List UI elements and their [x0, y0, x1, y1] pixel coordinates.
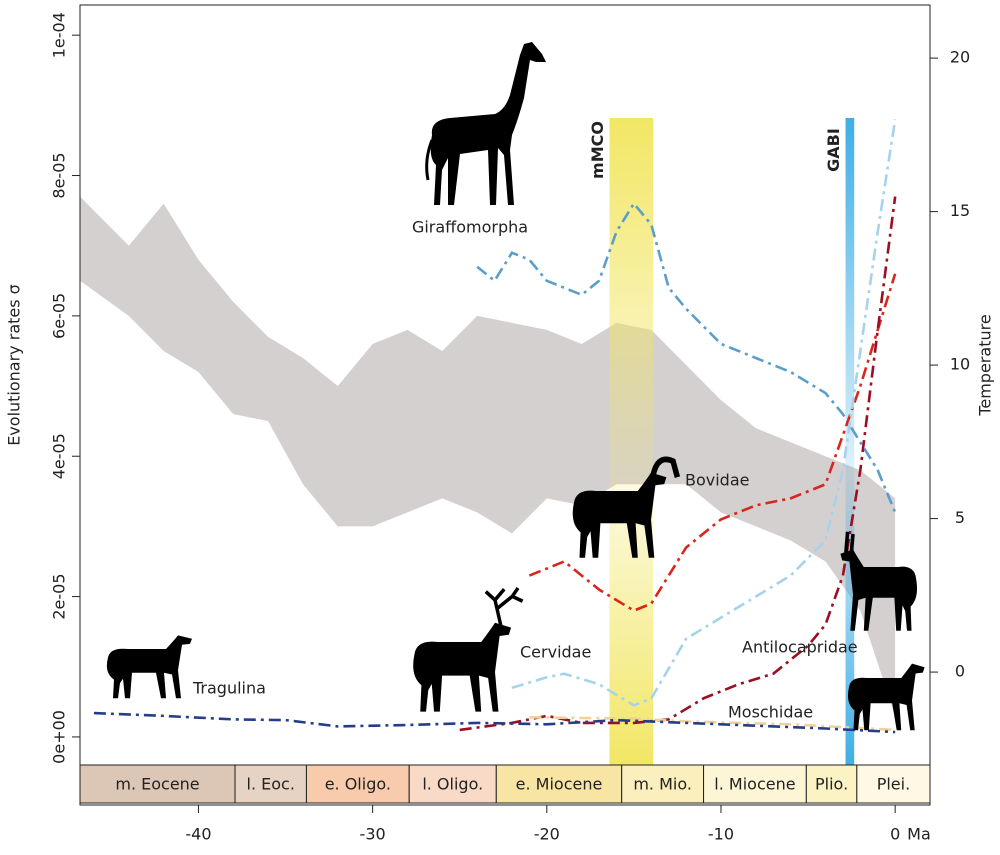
x-tick-label: -10: [708, 825, 734, 844]
y2-tick-label: 20: [950, 48, 970, 67]
series-line: [529, 715, 896, 732]
y2-axis-title: Temperature: [976, 314, 995, 416]
epoch-box: [234, 764, 307, 804]
giraffe-silhouette: [425, 42, 546, 205]
antilocapridae-silhouette: [840, 531, 918, 631]
y-tick-label: 0e+00: [50, 710, 69, 764]
y2-tick-label: 0: [955, 662, 965, 681]
y2-tick-label: 10: [950, 355, 970, 374]
event-band-label: mMCO: [588, 121, 607, 179]
x-tick-label: 0: [890, 825, 900, 844]
series-label: Bovidae: [685, 471, 749, 490]
event-band-label: GABI: [824, 128, 843, 172]
epoch-label: m. Eocene: [115, 775, 199, 794]
y-tick-label: 4e-05: [50, 433, 69, 479]
x-tick-label: -40: [185, 825, 211, 844]
epoch-box: [495, 764, 623, 804]
epoch-box: [305, 764, 410, 804]
plot-frame: [79, 4, 931, 806]
series-line: [476, 201, 897, 513]
series-label: Tragulina: [192, 679, 266, 698]
rate-cloud: [80, 196, 896, 716]
x-axis-title: Ma: [907, 825, 931, 844]
epoch-label: l. Eoc.: [247, 775, 295, 794]
series-label: Cervidae: [520, 643, 591, 662]
epoch-label: e. Miocene: [516, 775, 603, 794]
x-tick-label: -20: [534, 825, 560, 844]
y2-tick-label: 15: [950, 201, 970, 220]
label-layer: mMCO GABI Giraffomorpha Bovidae Cervidae Anti…: [5, 4, 995, 844]
y-axis-title: Evolutionary rates σ: [5, 284, 24, 446]
series-line: [93, 711, 896, 734]
bovidae-silhouette: [572, 456, 681, 558]
cervidae-silhouette: [413, 586, 524, 712]
tragulina-silhouette: [106, 635, 192, 699]
series-label: Moschidae: [728, 703, 813, 722]
epoch-box: [856, 764, 931, 804]
y2-tick-label: 5: [955, 508, 965, 527]
event-band: [845, 118, 855, 765]
y-tick-label: 8e-05: [50, 152, 69, 198]
series-line: [511, 119, 897, 707]
event-band: [609, 118, 654, 765]
plot-layer: [80, 118, 897, 765]
epoch-box: [408, 764, 497, 804]
epoch-box: [703, 764, 807, 804]
x-tick-label: -30: [360, 825, 386, 844]
epoch-label: l. Oligo.: [422, 775, 483, 794]
y-tick-label: 6e-05: [50, 293, 69, 339]
series-label: Giraffomorpha: [412, 218, 528, 237]
series-label: Antilocapridae: [742, 638, 858, 657]
epoch-label: e. Oligo.: [325, 775, 391, 794]
epoch-label: l. Miocene: [714, 775, 795, 794]
y-tick-label: 2e-05: [50, 574, 69, 620]
y-tick-label: 1e-04: [50, 12, 69, 58]
series-line: [528, 273, 897, 613]
epoch-label: m. Mio.: [633, 775, 692, 794]
silhouettes: [106, 42, 925, 731]
epoch-label: Plei.: [877, 775, 910, 794]
epoch-box: [805, 764, 858, 804]
epoch-label: Plio.: [815, 775, 848, 794]
giraffe: [430, 42, 546, 205]
epoch-box: [79, 764, 236, 804]
